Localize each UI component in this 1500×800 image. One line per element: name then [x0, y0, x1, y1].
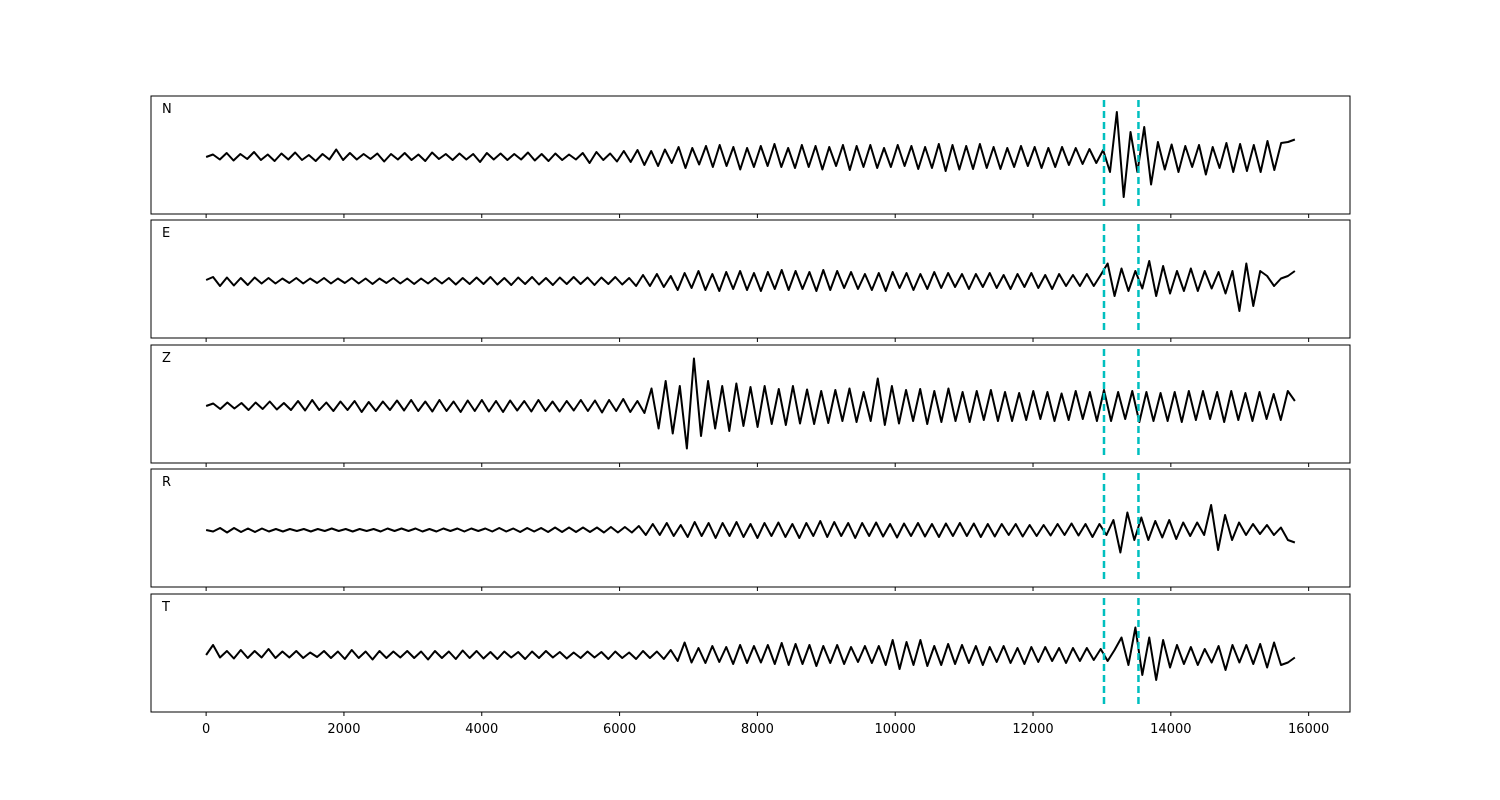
- trace-e: [205, 260, 1296, 312]
- x-tick-label: 4000: [465, 722, 498, 737]
- trace-n: [205, 111, 1296, 198]
- channel-label: T: [161, 600, 170, 615]
- panel-frame: [150, 344, 1351, 464]
- x-tick-label: 2000: [327, 722, 360, 737]
- trace-t: [205, 626, 1296, 681]
- trace-r: [205, 504, 1296, 554]
- channel-label: E: [162, 226, 170, 241]
- x-tick-label: 8000: [741, 722, 774, 737]
- panel-frame: [150, 593, 1351, 713]
- panels-layer: N E Z R T: [150, 95, 1351, 716]
- panel-r: R: [150, 468, 1351, 591]
- trace-z: [205, 357, 1296, 450]
- x-tick-label: 0: [202, 722, 210, 737]
- x-tick-label: 10000: [875, 722, 916, 737]
- x-tick-label: 12000: [1012, 722, 1053, 737]
- panel-z: Z: [150, 344, 1351, 467]
- panel-n: N: [150, 95, 1351, 218]
- x-tick-label: 14000: [1150, 722, 1191, 737]
- panel-frame: [150, 219, 1351, 339]
- channel-label: N: [162, 102, 172, 117]
- panel-t: T: [150, 593, 1351, 716]
- panel-frame: [150, 95, 1351, 215]
- x-axis: 0 2000 4000 6000 8000 10000 12000 14000 16000: [202, 722, 1329, 737]
- panel-frame: [150, 468, 1351, 588]
- x-tick-label: 6000: [603, 722, 636, 737]
- x-tick-label: 16000: [1288, 722, 1329, 737]
- panel-e: E: [150, 219, 1351, 342]
- channel-label: Z: [162, 351, 171, 366]
- channel-label: R: [162, 475, 171, 490]
